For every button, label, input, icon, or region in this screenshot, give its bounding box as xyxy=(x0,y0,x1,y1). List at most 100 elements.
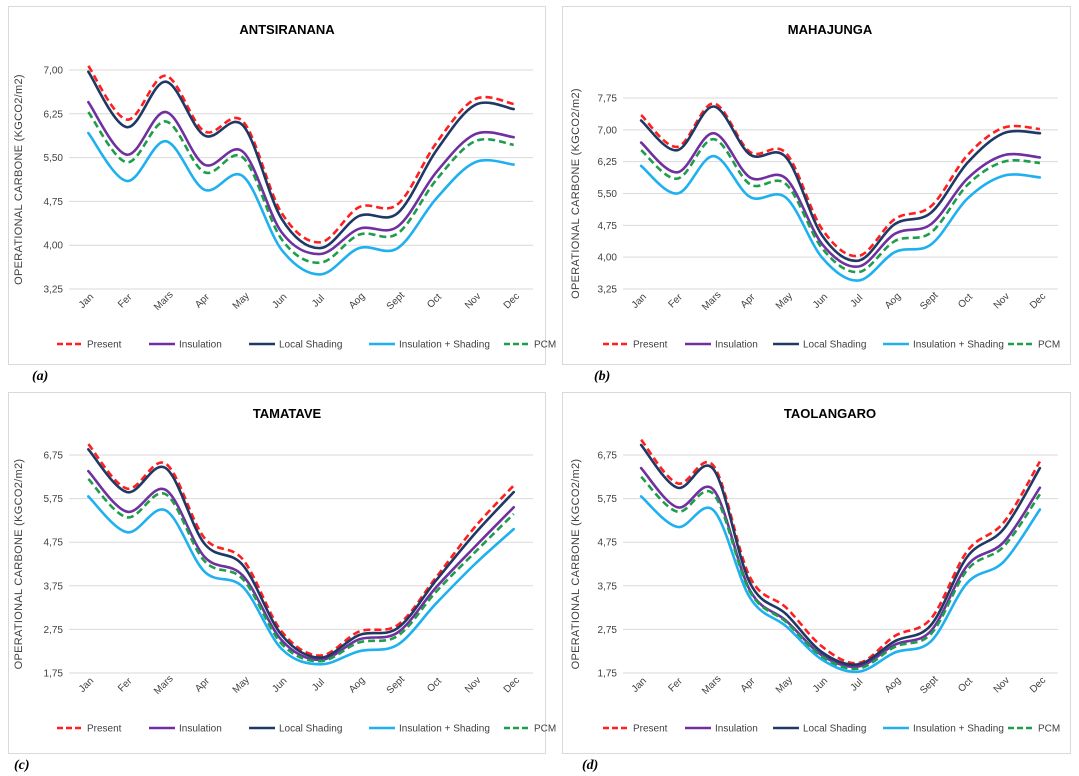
x-tick-label: Oct xyxy=(425,676,444,695)
y-tick-label: 3,75 xyxy=(598,581,618,592)
series-line-insulation xyxy=(639,131,1042,268)
x-tick-label: Nov xyxy=(992,291,1012,311)
x-tick-label: Nov xyxy=(463,675,483,695)
x-tick-label: Sept xyxy=(385,290,407,312)
y-tick-label: 5,75 xyxy=(598,494,618,505)
x-tick-label: Dec xyxy=(502,675,522,695)
legend-label: PCM xyxy=(1038,724,1060,735)
series-line-insulation-shading xyxy=(87,131,515,276)
x-tick-label: Jan xyxy=(77,292,96,311)
series-line-local-shading xyxy=(87,70,515,250)
chart-svg: TAMATAVE 1,75 2,75 3,75 4,75 5,75 6,75 Jan Fer Ma… xyxy=(13,406,556,735)
chart-panel-antsiranana: ANTSIRANANA 3,25 4,00 4,75 5,50 6,25 7,00 Jan Fe… xyxy=(8,6,556,365)
y-tick-label: 5,75 xyxy=(44,494,64,505)
x-tick-label: Aog xyxy=(347,675,367,695)
legend-label: Local Shading xyxy=(803,340,866,351)
y-tick-label: 1,75 xyxy=(44,669,64,680)
x-tick-label: May xyxy=(231,291,252,312)
x-tick-label: Jul xyxy=(310,293,327,310)
x-tick-label: Nov xyxy=(463,291,483,311)
legend-label: Insulation xyxy=(179,724,222,735)
y-tick-label: 4,75 xyxy=(598,221,618,232)
x-tick-label: Fer xyxy=(666,292,685,311)
y-axis-label: OPERATIONAL CARBONE (KGCO2/m2) xyxy=(13,459,25,670)
y-tick-label: 6,25 xyxy=(598,157,618,168)
x-tick-label: Jan xyxy=(630,292,649,311)
series-line-present xyxy=(640,438,1042,665)
legend-label: Present xyxy=(87,724,122,735)
x-tick-label: Oct xyxy=(425,292,444,311)
y-tick-label: 6,25 xyxy=(44,109,64,120)
y-tick-label: 4,00 xyxy=(44,241,64,252)
x-tick-label: Nov xyxy=(992,675,1012,695)
y-tick-label: 3,25 xyxy=(598,285,618,296)
y-axis-label: OPERATIONAL CARBONE (KGCO2/m2) xyxy=(13,74,25,285)
legend-label: PCM xyxy=(534,724,556,735)
x-tick-label: Jun xyxy=(811,676,830,695)
x-tick-label: Sept xyxy=(918,290,940,312)
x-tick-label: Jul xyxy=(848,293,865,310)
x-tick-label: Aog xyxy=(883,675,903,695)
y-tick-label: 1,75 xyxy=(598,669,618,680)
legend-label: Present xyxy=(633,724,668,735)
legend-label: Insulation + Shading xyxy=(913,724,1004,735)
series-line-insulation-shading xyxy=(639,495,1042,674)
legend-label: Insulation xyxy=(715,724,758,735)
caption-a: (a) xyxy=(32,369,49,384)
chart-title: TAMATAVE xyxy=(253,406,322,421)
chart-title: ANTSIRANANA xyxy=(239,22,335,37)
series-line-pcm xyxy=(640,137,1041,274)
chart-panel-mahajunga: MAHAJUNGA 3,25 4,00 4,75 5,50 6,25 7,00 7,75 Jan… xyxy=(562,6,1071,365)
legend-label: Insulation + Shading xyxy=(399,340,490,351)
legend-label: Insulation xyxy=(715,340,758,351)
legend-label: Present xyxy=(633,340,668,351)
y-tick-label: 5,50 xyxy=(44,153,64,164)
chart-svg: MAHAJUNGA 3,25 4,00 4,75 5,50 6,25 7,00 7,75 Jan… xyxy=(570,22,1060,351)
y-tick-label: 4,75 xyxy=(44,197,64,208)
series-line-pcm xyxy=(87,111,514,265)
chart-title: MAHAJUNGA xyxy=(788,22,873,37)
x-tick-label: Jan xyxy=(630,676,649,695)
y-tick-label: 5,50 xyxy=(598,189,618,200)
x-tick-label: Fer xyxy=(116,676,135,695)
x-tick-label: May xyxy=(774,675,795,696)
caption-b: (b) xyxy=(594,369,611,384)
x-tick-label: Dec xyxy=(1028,675,1048,695)
x-tick-label: Mars xyxy=(700,673,724,697)
y-tick-label: 7,00 xyxy=(598,125,618,136)
legend-label: Insulation + Shading xyxy=(399,724,490,735)
y-tick-label: 4,00 xyxy=(598,253,618,264)
x-tick-label: May xyxy=(231,675,252,696)
series-line-insulation-shading xyxy=(639,154,1042,282)
x-tick-label: Aog xyxy=(347,291,367,311)
x-tick-label: Dec xyxy=(502,291,522,311)
y-axis-label: OPERATIONAL CARBONE (KGCO2/m2) xyxy=(570,459,582,670)
x-tick-label: Jun xyxy=(270,292,289,311)
legend-label: Insulation + Shading xyxy=(913,340,1004,351)
x-tick-label: Fer xyxy=(116,292,135,311)
x-tick-label: Aog xyxy=(883,291,903,311)
x-tick-label: Apr xyxy=(193,291,212,310)
chart-title: TAOLANGARO xyxy=(784,406,876,421)
x-tick-label: Jun xyxy=(270,676,289,695)
series-line-present xyxy=(640,102,1041,258)
series-line-insulation-shading xyxy=(87,495,515,666)
y-tick-label: 7,75 xyxy=(598,94,618,105)
x-tick-label: Apr xyxy=(739,675,758,694)
series-line-local-shading xyxy=(639,443,1042,666)
chart-panel-taolangaro: TAOLANGARO 1,75 2,75 3,75 4,75 5,75 6,75 Jan Fer… xyxy=(562,392,1071,754)
y-tick-label: 7,00 xyxy=(44,66,64,77)
series-line-insulation xyxy=(87,100,515,256)
y-tick-label: 4,75 xyxy=(598,538,618,549)
series-line-present xyxy=(87,65,514,244)
legend-label: Local Shading xyxy=(279,340,342,351)
y-tick-label: 4,75 xyxy=(44,538,64,549)
x-tick-label: Sept xyxy=(385,674,407,696)
x-tick-label: Jan xyxy=(77,676,96,695)
y-axis-label: OPERATIONAL CARBONE (KGCO2/m2) xyxy=(570,88,582,299)
x-tick-label: Mars xyxy=(152,673,176,697)
series-line-insulation xyxy=(87,469,515,662)
y-tick-label: 3,25 xyxy=(44,285,64,296)
y-tick-label: 6,75 xyxy=(44,451,64,462)
caption-d: (d) xyxy=(582,758,599,773)
